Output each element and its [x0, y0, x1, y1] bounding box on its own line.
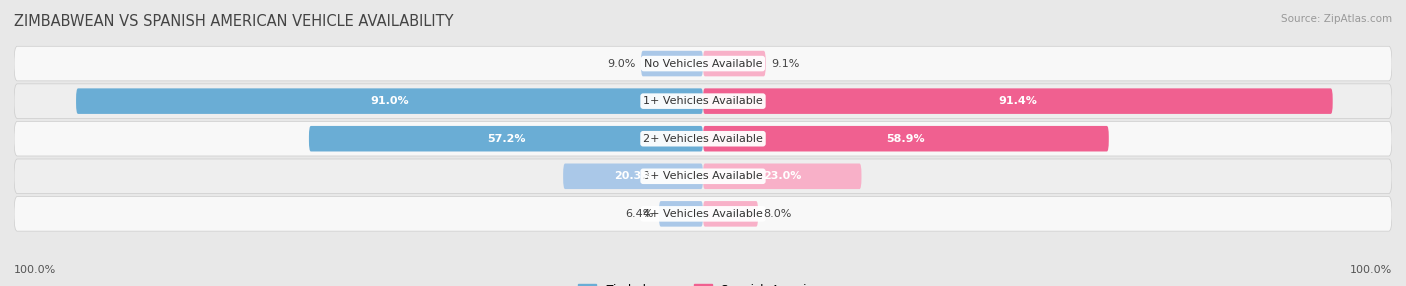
Text: 20.3%: 20.3%: [614, 171, 652, 181]
FancyBboxPatch shape: [14, 196, 1392, 231]
FancyBboxPatch shape: [76, 88, 703, 114]
Text: 58.9%: 58.9%: [887, 134, 925, 144]
Text: 57.2%: 57.2%: [486, 134, 526, 144]
Text: 100.0%: 100.0%: [1350, 265, 1392, 275]
FancyBboxPatch shape: [14, 122, 1392, 156]
Text: 1+ Vehicles Available: 1+ Vehicles Available: [643, 96, 763, 106]
Text: ZIMBABWEAN VS SPANISH AMERICAN VEHICLE AVAILABILITY: ZIMBABWEAN VS SPANISH AMERICAN VEHICLE A…: [14, 14, 454, 29]
FancyBboxPatch shape: [14, 46, 1392, 81]
FancyBboxPatch shape: [703, 164, 862, 189]
Text: 100.0%: 100.0%: [14, 265, 56, 275]
Text: 23.0%: 23.0%: [763, 171, 801, 181]
Text: 91.0%: 91.0%: [370, 96, 409, 106]
FancyBboxPatch shape: [659, 201, 703, 227]
FancyBboxPatch shape: [309, 126, 703, 152]
FancyBboxPatch shape: [641, 51, 703, 76]
Text: 91.4%: 91.4%: [998, 96, 1038, 106]
Text: Source: ZipAtlas.com: Source: ZipAtlas.com: [1281, 14, 1392, 24]
FancyBboxPatch shape: [564, 164, 703, 189]
Text: 8.0%: 8.0%: [763, 209, 792, 219]
Text: 4+ Vehicles Available: 4+ Vehicles Available: [643, 209, 763, 219]
Text: No Vehicles Available: No Vehicles Available: [644, 59, 762, 69]
FancyBboxPatch shape: [14, 84, 1392, 118]
FancyBboxPatch shape: [703, 126, 1109, 152]
FancyBboxPatch shape: [703, 88, 1333, 114]
FancyBboxPatch shape: [703, 201, 758, 227]
Legend: Zimbabwean, Spanish American: Zimbabwean, Spanish American: [574, 279, 832, 286]
FancyBboxPatch shape: [703, 51, 766, 76]
Text: 3+ Vehicles Available: 3+ Vehicles Available: [643, 171, 763, 181]
Text: 9.0%: 9.0%: [607, 59, 636, 69]
Text: 6.4%: 6.4%: [626, 209, 654, 219]
FancyBboxPatch shape: [14, 159, 1392, 194]
Text: 2+ Vehicles Available: 2+ Vehicles Available: [643, 134, 763, 144]
Text: 9.1%: 9.1%: [772, 59, 800, 69]
